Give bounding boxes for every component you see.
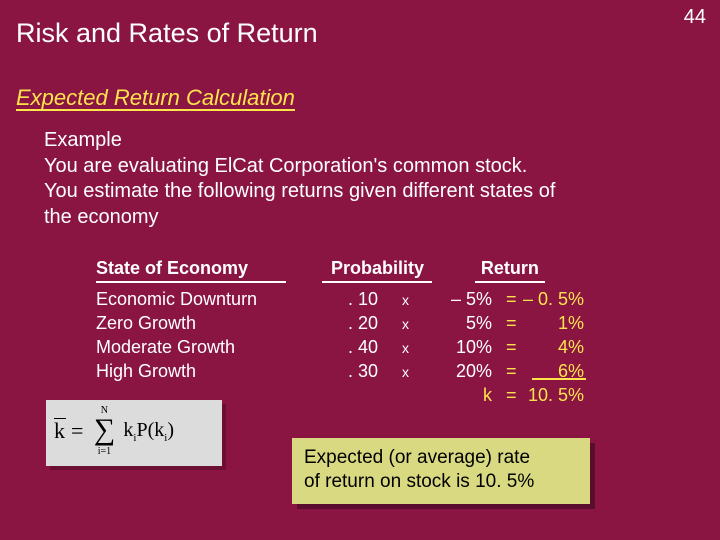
- cell-state: Moderate Growth: [96, 337, 235, 358]
- total-rule: [532, 378, 586, 380]
- cell-prob: . 10: [348, 289, 378, 310]
- table-row: Economic Downturn . 10 x – 5% = – 0. 5%: [90, 289, 650, 313]
- cell-times: x: [402, 364, 409, 380]
- page-number: 44: [684, 6, 706, 29]
- formula-k: k: [54, 418, 65, 443]
- sigma-bottom: i=1: [89, 446, 119, 457]
- table-row: High Growth . 30 x 20% = 6%: [90, 361, 650, 385]
- table-header-row: State of Economy Probability Return: [90, 258, 650, 289]
- cell-result: 1%: [522, 313, 584, 334]
- cell-times: x: [402, 292, 409, 308]
- returns-table: State of Economy Probability Return Econ…: [90, 258, 650, 409]
- result-callout: Expected (or average) rate of return on …: [292, 438, 590, 504]
- th-return: Return: [475, 258, 545, 283]
- cell-prob: . 30: [348, 361, 378, 382]
- example-text: Example You are evaluating ElCat Corpora…: [44, 128, 664, 230]
- total-result: 10. 5%: [522, 385, 584, 406]
- cell-times: x: [402, 340, 409, 356]
- cell-state: Zero Growth: [96, 313, 196, 334]
- cell-result: – 0. 5%: [522, 289, 584, 310]
- formula-kbar: k: [54, 418, 65, 444]
- slide-subtitle: Expected Return Calculation: [16, 86, 295, 111]
- sigma-top: N: [89, 405, 119, 416]
- th-probability: Probability: [322, 258, 432, 283]
- cell-equals: =: [506, 313, 517, 334]
- result-line1: Expected (or average) rate: [304, 446, 578, 470]
- sigma-symbol: ∑: [89, 415, 119, 445]
- cell-return: 5%: [430, 313, 492, 334]
- example-line3: the economy: [44, 205, 664, 231]
- cell-equals: =: [506, 337, 517, 358]
- cell-equals: =: [506, 361, 517, 382]
- formula-equals: =: [71, 418, 83, 444]
- cell-prob: . 40: [348, 337, 378, 358]
- slide-title: Risk and Rates of Return: [16, 18, 318, 49]
- total-equals: =: [506, 385, 517, 406]
- formula-term: kiP(ki): [123, 419, 174, 444]
- cell-return: 20%: [430, 361, 492, 382]
- table-row: Moderate Growth . 40 x 10% = 4%: [90, 337, 650, 361]
- example-heading: Example: [44, 128, 664, 154]
- example-line2: You estimate the following returns given…: [44, 179, 664, 205]
- cell-return: – 5%: [430, 289, 492, 310]
- term-p: P(k: [136, 419, 164, 441]
- cell-state: High Growth: [96, 361, 196, 382]
- cell-return: 10%: [430, 337, 492, 358]
- formula-box: k = N ∑ i=1 kiP(ki): [46, 400, 222, 466]
- result-line2: of return on stock is 10. 5%: [304, 470, 578, 494]
- example-line1: You are evaluating ElCat Corporation's c…: [44, 154, 664, 180]
- sigma-icon: N ∑ i=1: [89, 403, 119, 459]
- th-state: State of Economy: [96, 258, 286, 283]
- cell-prob: . 20: [348, 313, 378, 334]
- term-close: ): [167, 419, 174, 441]
- cell-result: 4%: [522, 337, 584, 358]
- term-k: k: [123, 419, 133, 441]
- table-row: Zero Growth . 20 x 5% = 1%: [90, 313, 650, 337]
- cell-times: x: [402, 316, 409, 332]
- formula: k = N ∑ i=1 kiP(ki): [46, 400, 218, 462]
- cell-equals: =: [506, 289, 517, 310]
- cell-state: Economic Downturn: [96, 289, 257, 310]
- total-label: k: [430, 385, 492, 406]
- overbar-icon: [54, 418, 66, 419]
